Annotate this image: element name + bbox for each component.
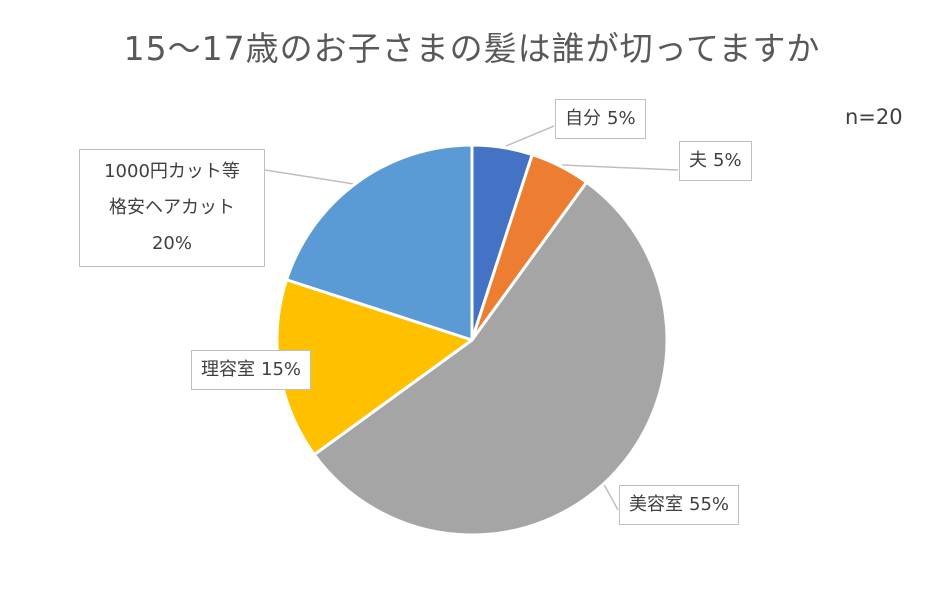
pie-slice-biyoushitsu <box>312 180 669 537</box>
sample-size-annotation: n=20 <box>845 105 903 129</box>
data-label-otto: 夫 5% <box>679 141 752 181</box>
slice-label-riyoushitsu: 理容室 <box>201 359 255 380</box>
slice-percent-biyoushitsu: 55% <box>689 494 730 515</box>
leader-lines <box>264 125 679 511</box>
chart-title: 15〜17歳のお子さまの髪は誰が切ってますか <box>123 29 821 68</box>
data-label-biyoushitsu: 美容室 55% <box>619 485 740 525</box>
slice-percent-jibun: 5% <box>607 108 636 129</box>
data-label-jibun: 自分 5% <box>555 99 646 139</box>
slice-label-biyoushitsu: 美容室 <box>629 494 683 515</box>
slice-percent-riyoushitsu: 15% <box>261 359 302 380</box>
leader-line-1000yen-cut <box>264 169 355 185</box>
slice-label-1000yen-cut-line2: 格安ヘアカット <box>109 197 235 218</box>
leader-line-otto <box>561 164 679 171</box>
data-label-riyoushitsu: 理容室 15% <box>191 350 312 390</box>
slice-label-1000yen-cut-line1: 1000円カット等 <box>104 161 240 182</box>
pie-slices <box>275 143 669 537</box>
slice-label-otto: 夫 <box>689 150 707 171</box>
slice-label-jibun: 自分 <box>565 108 601 129</box>
data-label-1000yen-cut: 1000円カット等 格安ヘアカット 20% <box>79 149 265 267</box>
slice-percent-1000yen-cut: 20% <box>151 233 192 254</box>
pie-slice-1000yen-cut <box>285 143 474 342</box>
slice-percent-otto: 5% <box>713 150 742 171</box>
leader-line-jibun <box>505 125 555 147</box>
